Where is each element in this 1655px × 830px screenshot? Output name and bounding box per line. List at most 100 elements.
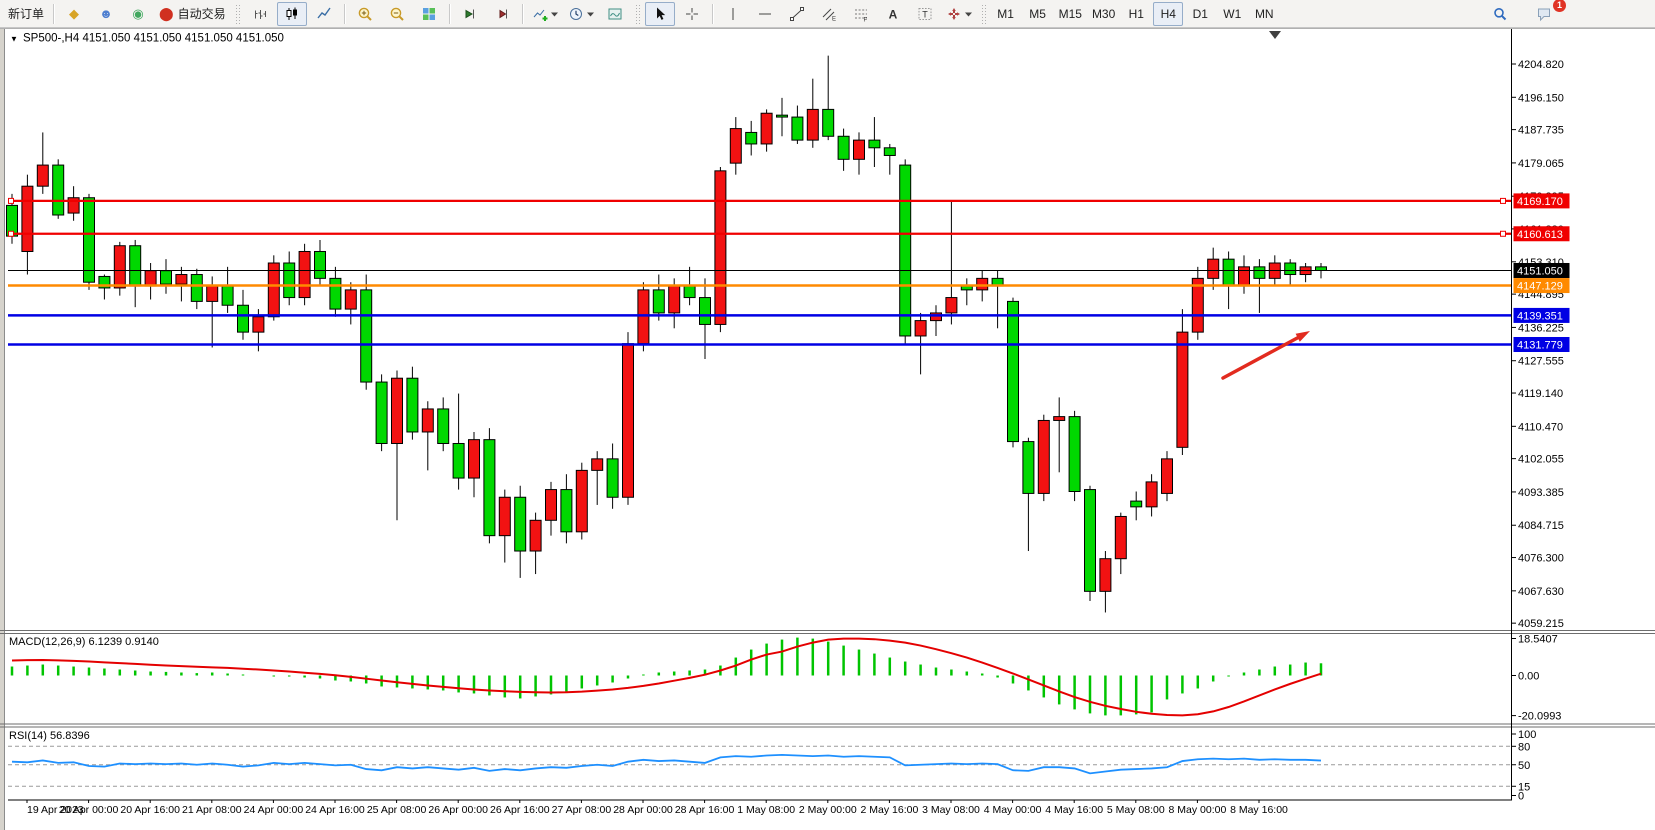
candle bbox=[221, 285, 234, 306]
bar-chart-button[interactable] bbox=[245, 2, 275, 26]
toolbar-separator bbox=[343, 3, 345, 24]
macd-axis-label: -20.0993 bbox=[1518, 711, 1561, 723]
candle bbox=[175, 274, 188, 285]
candle bbox=[668, 285, 681, 314]
candle bbox=[406, 377, 419, 433]
periods-button[interactable] bbox=[564, 2, 598, 26]
text-button[interactable]: A bbox=[878, 2, 908, 26]
chart-shift-button[interactable] bbox=[487, 2, 517, 26]
time-axis-label: 26 Apr 16:00 bbox=[490, 804, 550, 816]
notifications-button[interactable]: 1 bbox=[1529, 0, 1566, 26]
templates-button[interactable] bbox=[600, 2, 630, 26]
trendline-icon bbox=[789, 6, 804, 21]
time-axis-label: 3 May 08:00 bbox=[922, 804, 980, 816]
text-label-button[interactable]: T bbox=[910, 2, 940, 26]
candle bbox=[437, 408, 450, 444]
candle bbox=[67, 197, 80, 214]
line-handle[interactable] bbox=[8, 230, 14, 237]
time-axis-label: 8 May 00:00 bbox=[1169, 804, 1227, 816]
candle bbox=[1315, 266, 1327, 271]
candle bbox=[1191, 277, 1204, 333]
price-axis-label: 4136.225 bbox=[1518, 322, 1564, 334]
autotrade-button-label: 自动交易 bbox=[177, 7, 226, 21]
bars-icon bbox=[254, 9, 266, 19]
chevron-down-icon bbox=[550, 12, 558, 16]
trend-arrow-annotation[interactable] bbox=[1221, 334, 1303, 380]
candle bbox=[760, 112, 773, 145]
equidistant-channel-button[interactable]: E bbox=[814, 2, 844, 26]
timeframe-m5-button[interactable]: M5 bbox=[1023, 2, 1053, 26]
toolbar-grip-handle[interactable] bbox=[634, 3, 640, 24]
time-axis-label: 1 May 08:00 bbox=[737, 804, 795, 816]
chart-collapse-icon[interactable]: ▼ bbox=[10, 35, 18, 44]
auto-scroll-button[interactable] bbox=[455, 2, 485, 26]
line-handle[interactable] bbox=[1500, 197, 1506, 204]
timeframe-mn-button[interactable]: MN bbox=[1249, 2, 1279, 26]
cursor-icon bbox=[656, 7, 665, 20]
timeframe-h4-button[interactable]: H4 bbox=[1153, 1, 1184, 26]
tile-windows-button[interactable] bbox=[414, 2, 444, 26]
time-axis-label: 19 Apr 2023 bbox=[27, 804, 84, 816]
vertical-line-button[interactable] bbox=[718, 2, 748, 26]
timeframe-h1-button[interactable]: H1 bbox=[1121, 2, 1151, 26]
timeframe-m30-button[interactable]: M30 bbox=[1088, 2, 1119, 26]
crosshair-button[interactable] bbox=[677, 2, 707, 26]
zoom-out-button[interactable] bbox=[382, 2, 412, 26]
svg-text:F: F bbox=[863, 17, 867, 22]
timeframe-m30-button-label: M30 bbox=[1091, 6, 1116, 21]
candle bbox=[129, 245, 142, 287]
candle bbox=[252, 316, 265, 333]
candle bbox=[344, 289, 357, 310]
timeframe-w1-button[interactable]: W1 bbox=[1217, 2, 1247, 26]
autotrade-button[interactable]: ⬤ 自动交易 bbox=[155, 2, 230, 26]
time-axis-label: 26 Apr 00:00 bbox=[428, 804, 488, 816]
timeframe-h4-button-label: H4 bbox=[1160, 6, 1176, 21]
candle bbox=[98, 275, 111, 289]
new-order-button[interactable]: 新订单 bbox=[4, 2, 48, 26]
timeframe-d1-button[interactable]: D1 bbox=[1185, 2, 1215, 26]
candle bbox=[329, 277, 342, 310]
toolbar-grip-handle[interactable] bbox=[980, 3, 986, 24]
toolbar-grip-handle[interactable] bbox=[234, 3, 240, 24]
line-handle[interactable] bbox=[1500, 230, 1506, 237]
zoom-in-button[interactable] bbox=[350, 2, 380, 26]
candle bbox=[1130, 500, 1143, 508]
candle bbox=[1068, 416, 1081, 492]
candle bbox=[1037, 419, 1050, 494]
fibonacci-button[interactable]: F bbox=[846, 2, 876, 26]
arrows-button[interactable] bbox=[942, 2, 976, 26]
candle bbox=[606, 458, 619, 498]
price-axis-label: 4059.215 bbox=[1518, 618, 1564, 630]
line-handle[interactable] bbox=[8, 197, 14, 204]
candle bbox=[52, 164, 65, 216]
trendline-button[interactable] bbox=[782, 2, 812, 26]
candle bbox=[1053, 416, 1066, 421]
rsi-axis-label: 15 bbox=[1518, 781, 1530, 793]
timeframe-m15-button[interactable]: M15 bbox=[1055, 2, 1086, 26]
candle bbox=[883, 147, 896, 156]
candle bbox=[483, 439, 496, 537]
chart-shift-marker[interactable] bbox=[1269, 31, 1281, 39]
timeframe-m5-button-label: M5 bbox=[1029, 6, 1046, 21]
indicators-button[interactable] bbox=[528, 2, 562, 26]
market-watch-button[interactable]: ◆ bbox=[59, 2, 89, 26]
signals-button[interactable]: ◉ bbox=[123, 2, 153, 26]
candle bbox=[637, 289, 650, 345]
timeframe-m1-button[interactable]: M1 bbox=[991, 2, 1021, 26]
rsi-axis-label: 100 bbox=[1518, 729, 1536, 741]
zoomout-icon bbox=[390, 7, 404, 21]
cursor-button[interactable] bbox=[644, 1, 675, 26]
candle bbox=[1207, 258, 1220, 279]
candle bbox=[853, 139, 865, 160]
shift-icon bbox=[499, 9, 507, 18]
chevron-down-icon bbox=[586, 12, 594, 16]
profile-button[interactable]: ☻ bbox=[91, 2, 121, 26]
time-axis-label: 20 Apr 00:00 bbox=[59, 804, 119, 816]
resistance-line-price-label: 4160.613 bbox=[1517, 229, 1563, 241]
toolbar-buttons: 新订单 ◆ ☻ ◉ ⬤ 自动交易 E F A T M1 M5 M15 M30 H1 H4 D1 W1 MN bbox=[3, 1, 1280, 26]
horizontal-line-button[interactable] bbox=[750, 2, 780, 26]
support-line-price-label: 4139.351 bbox=[1517, 310, 1563, 322]
search-button[interactable] bbox=[1485, 2, 1515, 26]
line-chart-button[interactable] bbox=[309, 2, 339, 26]
candlestick-chart-button[interactable] bbox=[276, 1, 307, 26]
